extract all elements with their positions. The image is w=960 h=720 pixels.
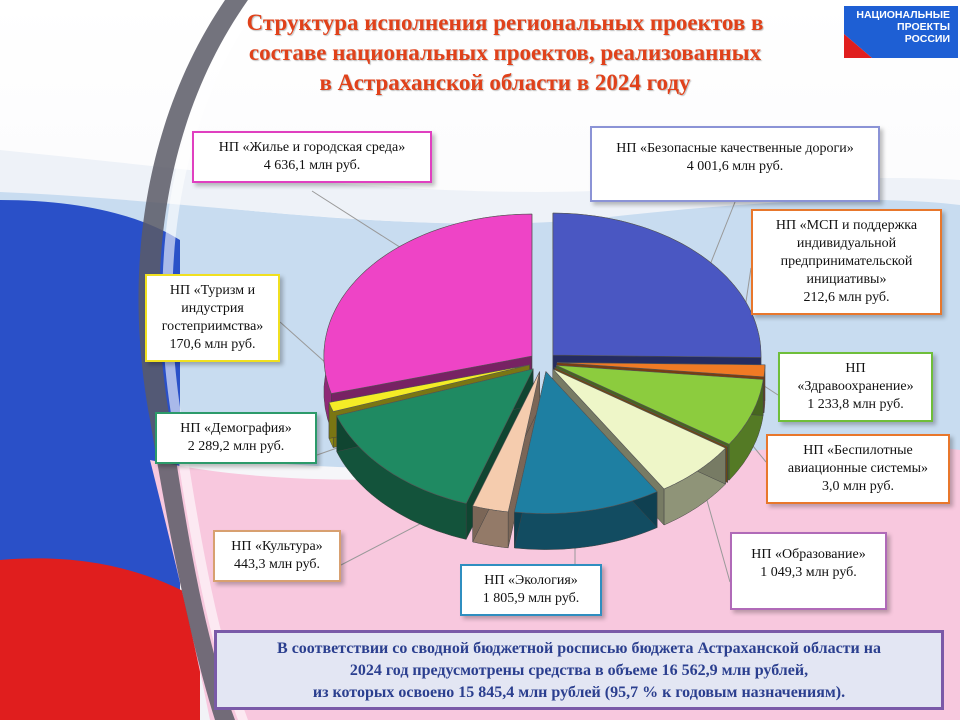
callout-name: НП «Беспилотные [803, 443, 913, 458]
budget-note: В соответствии со сводной бюджетной росп… [214, 630, 944, 710]
pie-slice [514, 370, 658, 550]
chart-title-line: Структура исполнения региональных проект… [246, 10, 764, 35]
callout-name: НП «Туризм и [169, 283, 256, 298]
callout-name: предпринимательской [780, 254, 913, 269]
callout-name: НП «Экология» [484, 573, 578, 588]
callout-name: инициативы» [806, 272, 887, 287]
callout-value: 212,6 млн руб. [803, 290, 890, 305]
callout-name: НП «Здравоохранение» [797, 361, 914, 394]
logo-line: ПРОЕКТЫ [897, 21, 950, 33]
pie-slice-top [514, 370, 658, 514]
callout-value: 1 805,9 млн руб. [482, 591, 580, 606]
callout-value: 3,0 млн руб. [821, 479, 895, 494]
callout-tourism: НП «Туризм и индустрия гостеприимства» 1… [145, 274, 280, 362]
callout-name: НП «Демография» [180, 421, 292, 436]
callout-value: 4 636,1 млн руб. [263, 158, 361, 173]
callout-ecology: НП «Экология» 1 805,9 млн руб. [460, 564, 602, 616]
chart-title-line: в Астраханской области в 2024 году [319, 70, 691, 95]
pie-slice-top [556, 365, 764, 445]
logo-line: РОССИИ [904, 33, 950, 45]
logo-flag-shape [844, 6, 958, 58]
callout-name: авиационные системы» [787, 461, 929, 476]
budget-note-line: 2024 год предусмотрены средства в объеме… [349, 662, 809, 679]
callout-name: НП «Жилье и городская среда» [218, 140, 406, 155]
pie-slice-top [472, 371, 540, 513]
pie-slice-top [556, 362, 766, 378]
chart-title-line: составе национальных проектов, реализова… [248, 40, 762, 65]
pie-slice-top [552, 212, 762, 358]
callout-name: НП «Образование» [751, 547, 866, 562]
pie-slice-top [323, 213, 533, 394]
callout-name: индивидуальной [796, 236, 897, 251]
callout-roads: НП «Безопасные качественные дороги» 4 00… [590, 126, 880, 202]
budget-note-line: В соответствии со сводной бюджетной росп… [277, 640, 881, 657]
callout-value: 2 289,2 млн руб. [187, 439, 285, 454]
logo-national-projects [844, 6, 958, 58]
logo-accent [844, 34, 872, 58]
callout-value: 1 049,3 млн руб. [760, 565, 857, 580]
callout-value: 443,3 млн руб. [233, 557, 321, 572]
callout-drones: НП «Беспилотные авиационные системы» 3,0… [766, 434, 950, 504]
callout-name: индустрия [181, 301, 244, 316]
pie-slice-top [336, 368, 534, 504]
callout-value: 4 001,6 млн руб. [686, 159, 784, 174]
chart-title: Структура исполнения региональных проект… [190, 8, 820, 98]
callout-culture: НП «Культура» 443,3 млн руб. [213, 530, 341, 582]
callout-value: 1 233,8 млн руб. [807, 397, 904, 412]
callout-demography: НП «Демография» 2 289,2 млн руб. [155, 412, 317, 464]
logo-line: НАЦИОНАЛЬНЫЕ [856, 9, 950, 21]
callout-value: 170,6 млн руб. [169, 337, 256, 352]
callout-name: НП «Культура» [231, 539, 323, 554]
callout-name: гостеприимства» [161, 319, 264, 334]
pie-slice-top [328, 364, 530, 412]
budget-note-line: из которых освоено 15 845,4 млн рублей (… [312, 684, 846, 701]
callout-msp: НП «МСП и поддержка индивидуальной предп… [751, 209, 942, 315]
callout-housing: НП «Жилье и городская среда» 4 636,1 млн… [192, 131, 432, 183]
logo-text: НАЦИОНАЛЬНЫЕ ПРОЕКТЫ РОССИИ [842, 9, 950, 45]
callout-education: НП «Образование» 1 049,3 млн руб. [730, 532, 887, 610]
callout-name: НП «Безопасные качественные дороги» [616, 141, 854, 156]
pie-slice-top [554, 367, 728, 447]
callout-health: НП «Здравоохранение» 1 233,8 млн руб. [778, 352, 933, 422]
pie-slice-top [552, 368, 727, 490]
pie-slices [323, 212, 766, 550]
callout-name: НП «МСП и поддержка [775, 218, 918, 233]
